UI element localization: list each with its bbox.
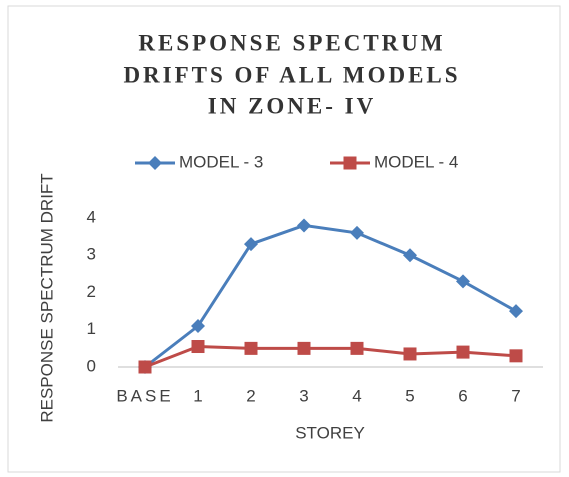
data-point: [191, 319, 205, 334]
chart-title: IN ZONE- IV: [208, 93, 376, 118]
data-point: [403, 347, 417, 361]
data-point: [403, 248, 417, 263]
x-tick-label: 5: [405, 386, 414, 405]
data-point: [138, 360, 152, 374]
data-point: [456, 274, 470, 289]
data-point: [509, 304, 523, 319]
x-tick-label: 6: [458, 386, 467, 405]
x-tick-label: 4: [352, 386, 361, 405]
x-axis-label: STOREY: [295, 423, 365, 442]
chart-title: DRIFTS OF ALL MODELS: [123, 62, 460, 87]
data-point: [244, 237, 258, 252]
x-tick-label: 2: [246, 386, 255, 405]
y-axis-label: RESPONSE SPECTRUM DRIFT: [37, 173, 56, 422]
chart-title: RESPONSE SPECTRUM: [138, 30, 445, 55]
chart-frame: [7, 5, 561, 473]
series-line: [144, 345, 517, 369]
y-tick-label: 1: [87, 319, 96, 338]
legend-marker: [148, 156, 162, 170]
data-point: [191, 340, 205, 354]
legend-label: MODEL - 4: [374, 152, 458, 171]
y-tick-label: 4: [87, 207, 96, 226]
x-tick-label: 3: [299, 386, 308, 405]
x-tick-label: BASE: [116, 386, 173, 405]
data-point: [244, 341, 258, 355]
legend-label: MODEL - 3: [179, 152, 263, 171]
data-point: [297, 218, 311, 233]
data-point: [350, 225, 364, 240]
y-tick-label: 2: [87, 282, 96, 301]
data-point: [509, 349, 523, 363]
y-tick-label: 0: [87, 356, 96, 375]
series-line: [144, 223, 517, 369]
legend-marker: [343, 156, 357, 170]
x-tick-label: 7: [511, 386, 520, 405]
data-point: [350, 341, 364, 355]
x-tick-label: 1: [193, 386, 202, 405]
data-point: [297, 341, 311, 355]
y-tick-label: 3: [87, 245, 96, 264]
data-point: [456, 345, 470, 359]
